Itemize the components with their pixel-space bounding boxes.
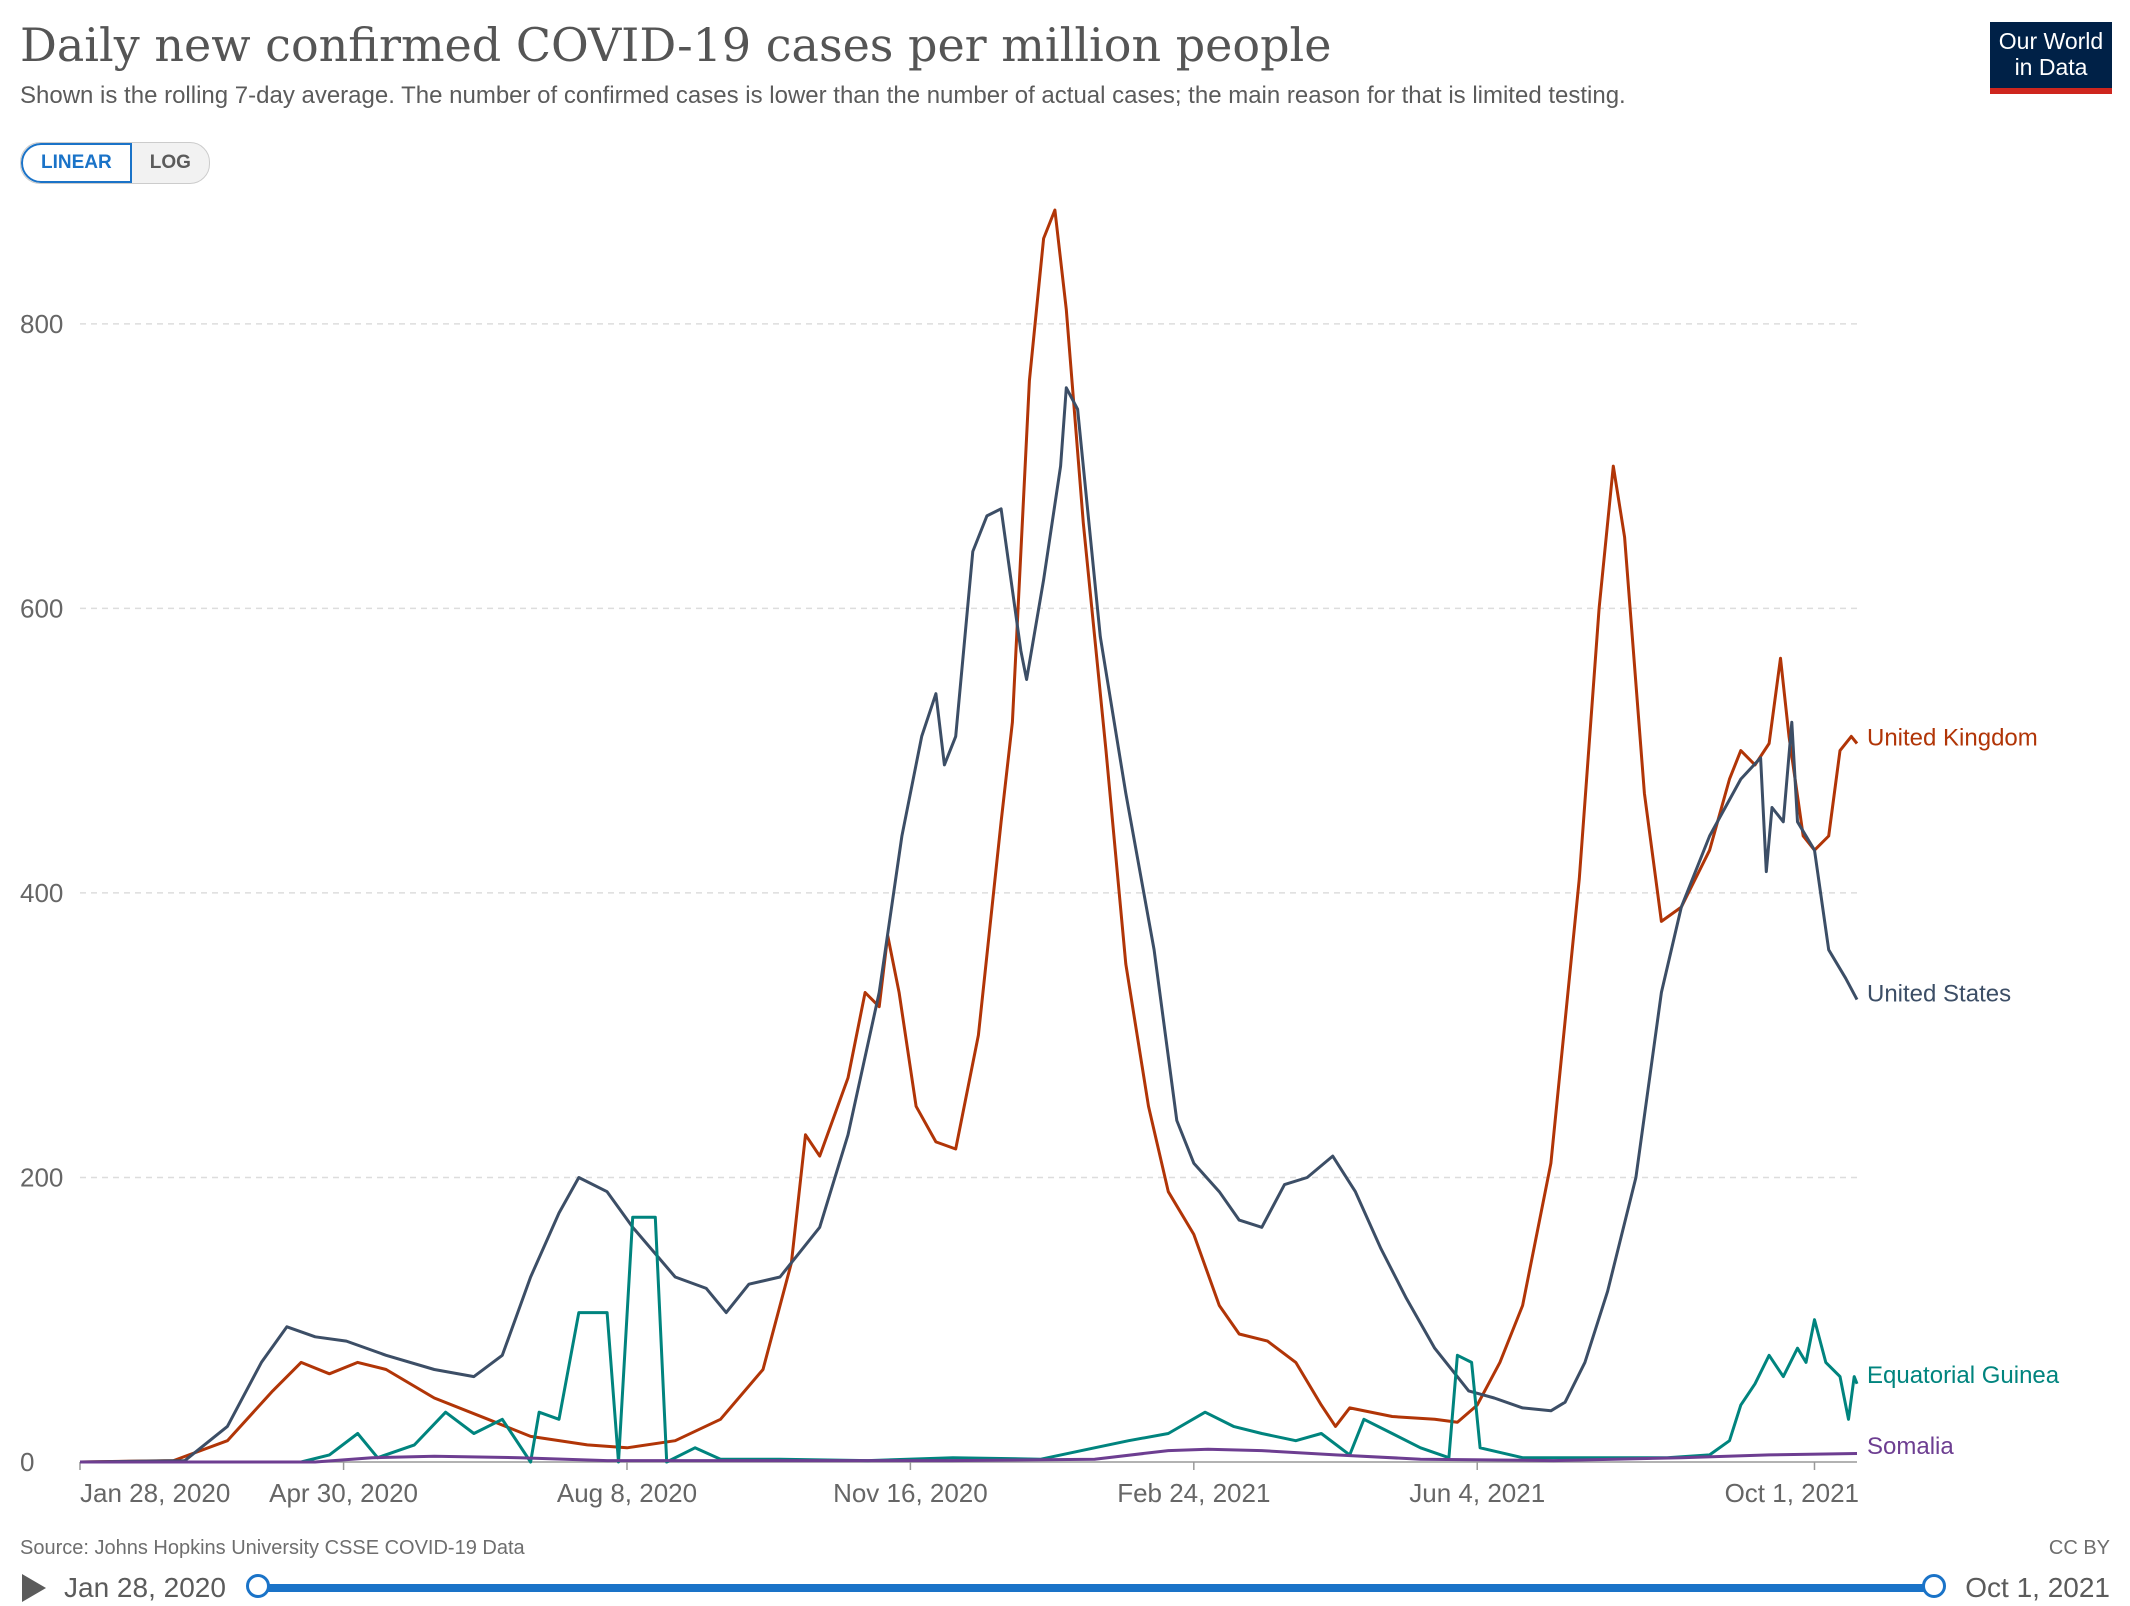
linear-scale-button[interactable]: LINEAR: [21, 143, 132, 183]
series-label-equatorial-guinea: Equatorial Guinea: [1867, 1362, 2060, 1389]
owid-logo[interactable]: Our World in Data: [1990, 22, 2112, 94]
logo-accent-bar: [1990, 88, 2112, 94]
timeline-end-handle[interactable]: [1922, 1574, 1946, 1598]
x-tick-label: Jan 28, 2020: [80, 1478, 230, 1508]
x-tick-label: Aug 8, 2020: [557, 1478, 697, 1508]
y-tick-label: 800: [20, 309, 63, 339]
log-scale-button[interactable]: LOG: [149, 152, 191, 173]
play-icon[interactable]: [22, 1574, 46, 1602]
logo-line-2: in Data: [2014, 54, 2088, 80]
license-link[interactable]: CC BY: [2048, 1537, 2110, 1559]
timeline: Jan 28, 2020 Oct 1, 2021: [0, 1572, 2130, 1606]
source-note[interactable]: Source: Johns Hopkins University CSSE CO…: [20, 1537, 525, 1559]
x-tick-label: Feb 24, 2021: [1117, 1478, 1270, 1508]
series-label-somalia: Somalia: [1867, 1433, 1954, 1460]
series-label-united-states: United States: [1867, 981, 2011, 1008]
scale-toggle: LINEAR LOG: [20, 142, 210, 184]
series-line-united-states: [79, 386, 1859, 1464]
timeline-start-label: Jan 28, 2020: [64, 1572, 226, 1603]
timeline-track[interactable]: [258, 1584, 1934, 1592]
series-line-united-kingdom: [79, 208, 1859, 1464]
chart-subtitle: Shown is the rolling 7-day average. The …: [20, 82, 1626, 109]
timeline-start-handle[interactable]: [246, 1574, 270, 1598]
y-tick-label: 200: [20, 1162, 63, 1192]
y-tick-label: 400: [20, 878, 63, 908]
line-chart: 0 200 400 600 800 Jan 28, 2020 Apr 30, 2020 Aug…: [20, 208, 2060, 1508]
timeline-end-label: Oct 1, 2021: [1965, 1572, 2110, 1603]
logo-line-1: Our World: [1998, 28, 2104, 54]
x-tick-label: Oct 1, 2021: [1725, 1478, 1859, 1508]
series-label-united-kingdom: United Kingdom: [1867, 724, 2038, 751]
x-tick-label: Jun 4, 2021: [1409, 1478, 1545, 1508]
series-line-somalia: [80, 1447, 1858, 1464]
x-tick-label: Nov 16, 2020: [833, 1478, 988, 1508]
series-line-equatorial-guinea: [80, 1215, 1859, 1464]
x-tick-label: Apr 30, 2020: [269, 1478, 418, 1508]
y-tick-label: 0: [20, 1447, 34, 1477]
y-tick-label: 600: [20, 593, 63, 623]
chart-title: Daily new confirmed COVID-19 cases per m…: [20, 18, 1332, 72]
